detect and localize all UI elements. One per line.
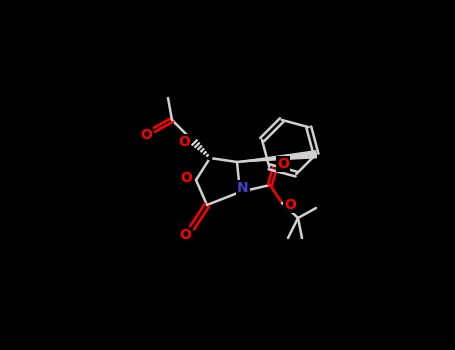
Text: O: O [277, 157, 289, 171]
Text: O: O [284, 198, 296, 212]
Polygon shape [237, 151, 316, 162]
Text: O: O [178, 135, 190, 149]
Text: O: O [179, 228, 191, 242]
Text: N: N [237, 181, 249, 195]
Text: O: O [180, 171, 192, 185]
Text: O: O [140, 128, 152, 142]
